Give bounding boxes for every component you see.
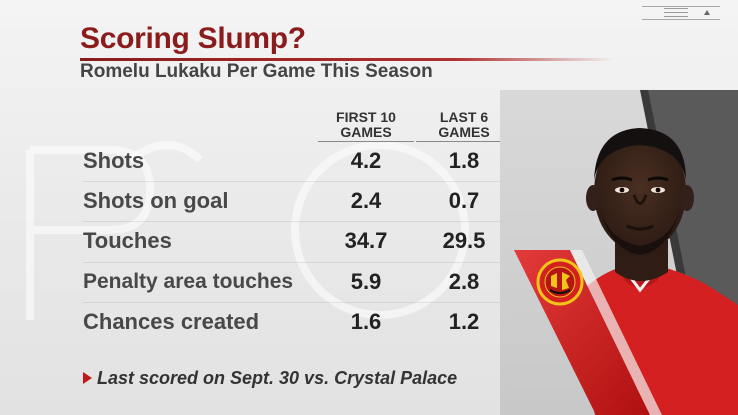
stat-value-first-10: 1.6 <box>350 309 382 334</box>
stat-row-penalty-area-touches: Penalty area touches 5.9 2.8 <box>0 262 520 302</box>
stat-label: Chances created <box>83 309 260 334</box>
stat-value-first-10: 2.4 <box>350 188 382 213</box>
stat-label: Shots <box>83 148 145 173</box>
column-header-last-6-games: LAST 6 GAMES <box>419 110 509 140</box>
stat-value-first-10: 34.7 <box>344 228 388 253</box>
stat-label: Shots on goal <box>83 188 229 213</box>
page-title: Scoring Slump? <box>80 22 306 55</box>
footnote-text: Last scored on Sept. 30 vs. Crystal Pala… <box>97 368 458 388</box>
stat-row-shots: Shots 4.2 1.8 <box>0 141 520 181</box>
stat-value-last-6: 29.5 <box>442 228 486 253</box>
row-divider <box>83 181 513 182</box>
stat-label: Penalty area touches <box>83 270 294 293</box>
page-subtitle: Romelu Lukaku Per Game This Season <box>80 61 433 82</box>
stat-value-first-10: 5.9 <box>350 269 382 294</box>
stat-label: Touches <box>83 228 172 253</box>
column-header-line: GAMES <box>438 124 490 140</box>
club-crest-icon <box>536 258 584 306</box>
player-photo-panel <box>500 90 738 415</box>
top-controls <box>642 6 720 20</box>
player-photo <box>500 90 738 415</box>
column-header-underline <box>318 141 414 142</box>
stat-value-first-10: 4.2 <box>350 148 382 173</box>
row-divider <box>83 221 513 222</box>
stat-row-shots-on-goal: Shots on goal 2.4 0.7 <box>0 181 520 221</box>
row-divider <box>83 302 513 303</box>
stat-value-last-6: 1.8 <box>448 148 480 173</box>
menu-icon[interactable] <box>664 8 688 17</box>
stat-value-last-6: 2.8 <box>448 269 480 294</box>
title-underline <box>80 58 615 61</box>
column-header-line: GAMES <box>340 124 392 140</box>
column-header-line: LAST 6 <box>439 109 489 125</box>
column-header-first-10-games: FIRST 10 GAMES <box>321 110 411 140</box>
arrow-up-icon[interactable] <box>704 10 710 15</box>
stat-value-last-6: 0.7 <box>448 188 480 213</box>
stat-row-chances-created: Chances created 1.6 1.2 <box>0 302 520 342</box>
triangle-bullet-icon <box>83 372 92 384</box>
stat-row-touches: Touches 34.7 29.5 <box>0 221 520 261</box>
stat-value-last-6: 1.2 <box>448 309 480 334</box>
column-header-underline <box>416 141 512 142</box>
row-divider <box>83 262 513 263</box>
column-header-line: FIRST 10 <box>336 109 396 125</box>
